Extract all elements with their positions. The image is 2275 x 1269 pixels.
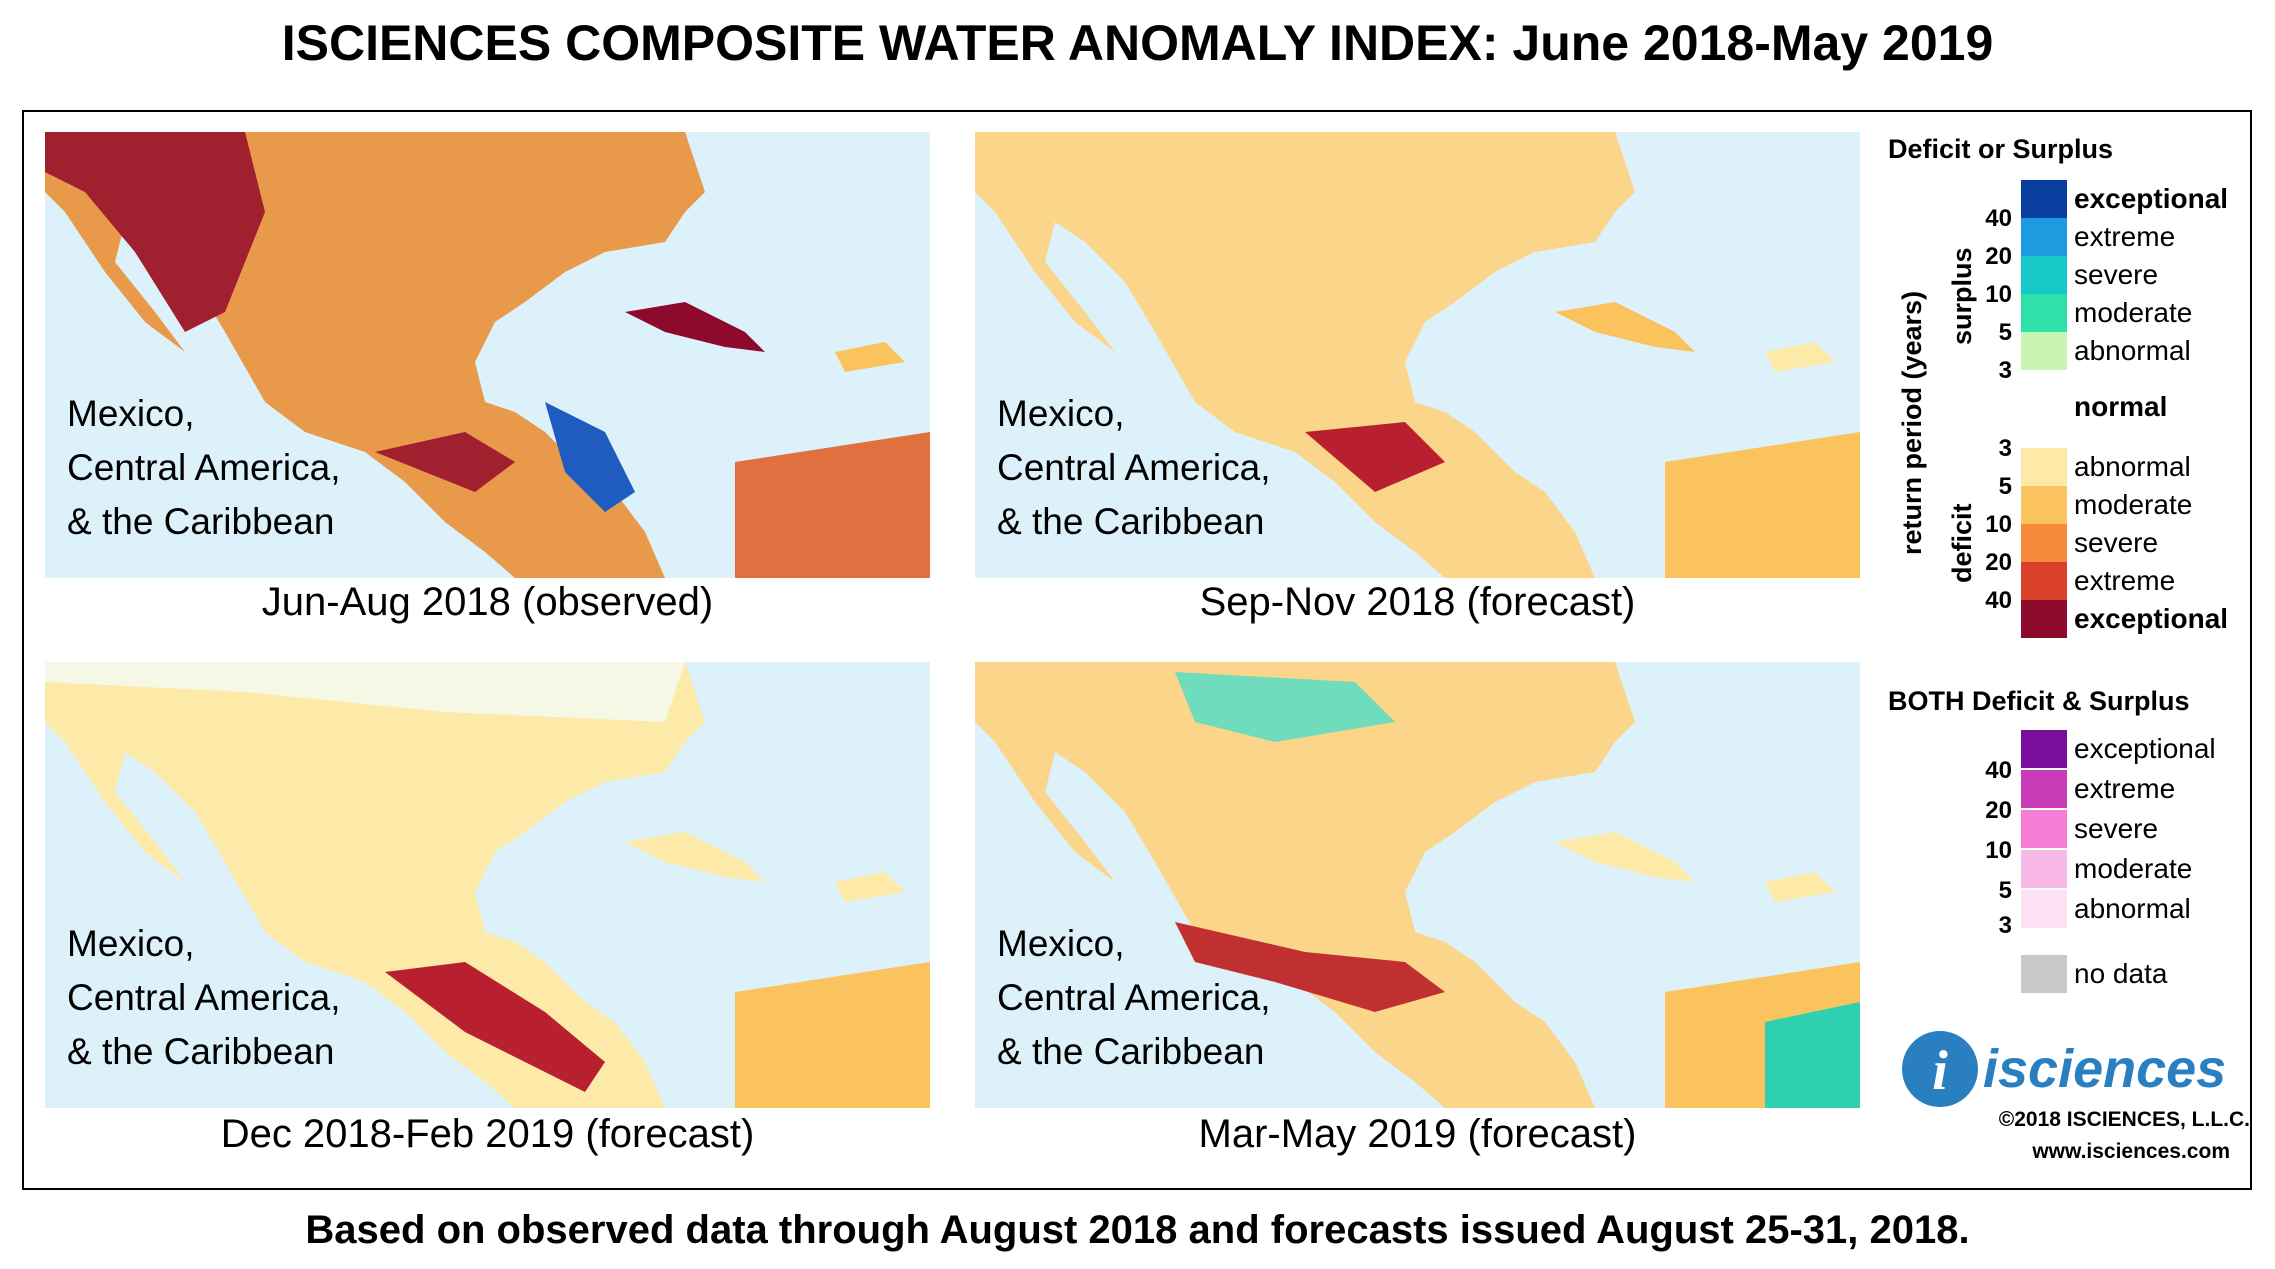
legend-label-normal: normal <box>2074 391 2168 422</box>
legend-num: 10 <box>1985 837 2012 864</box>
legend-num: 20 <box>1985 549 2012 576</box>
legend-swatch-both-abnormal <box>2021 890 2067 928</box>
legend-num: 5 <box>1998 877 2012 904</box>
legend-num: 5 <box>1998 319 2012 346</box>
legend-num: 20 <box>1985 797 2012 824</box>
map-land-sep-nov <box>975 132 1860 578</box>
region-line-3: & the Caribbean <box>67 501 335 542</box>
legend-label-surplus-severe: severe <box>2074 259 2159 290</box>
legend-swatch-deficit-abnormal <box>2021 448 2067 486</box>
footer-note: Based on observed data through August 20… <box>305 1208 1970 1252</box>
legend-swatch-surplus-abnormal <box>2021 332 2067 370</box>
legend-num: 5 <box>1998 473 2012 500</box>
region-line-2: Central America, <box>67 447 341 488</box>
legend-num: 3 <box>1998 912 2012 939</box>
region-label: Mexico, Central America, & the Caribbean <box>997 387 1271 549</box>
legend-label-both-abnormal: abnormal <box>2074 893 2191 924</box>
logo-wordmark: isciences <box>1983 1039 2226 1099</box>
panel-caption-1: Jun-Aug 2018 (observed) <box>261 580 714 624</box>
legend-label-both-exceptional: exceptional <box>2074 733 2216 764</box>
region-label: Mexico, Central America, & the Caribbean <box>67 387 341 549</box>
legend-label-surplus-extreme: extreme <box>2074 221 2176 252</box>
legend-num: 3 <box>1998 435 2012 462</box>
region-line-1: Mexico, <box>997 923 1125 964</box>
region-line-1: Mexico, <box>997 393 1125 434</box>
legend-swatch-deficit-moderate <box>2021 486 2067 524</box>
logo-mark: i isciences <box>1902 1031 2226 1107</box>
legend-swatch-both-extreme <box>2021 770 2067 808</box>
panel-caption-3: Dec 2018-Feb 2019 (forecast) <box>220 1112 755 1156</box>
legend-num: 40 <box>1985 757 2012 784</box>
region-line-2: Central America, <box>67 977 341 1018</box>
legend-label-deficit-severe: severe <box>2074 527 2159 558</box>
legend-swatch-surplus-moderate <box>2021 294 2067 332</box>
region-line-3: & the Caribbean <box>997 501 1265 542</box>
legend-num: 3 <box>1998 357 2012 384</box>
map-panel-sep-nov-2018: Mexico, Central America, & the Caribbean <box>975 132 1860 578</box>
map-land-dec-feb <box>45 662 930 1108</box>
copyright: ©2018 ISCIENCES, L.L.C. <box>1998 1108 2250 1131</box>
region-line-3: & the Caribbean <box>997 1031 1265 1072</box>
legend-both-title: BOTH Deficit & Surplus <box>1888 686 2190 716</box>
legend-swatch-deficit-severe <box>2021 524 2067 562</box>
legend-label-both-moderate: moderate <box>2074 853 2193 884</box>
legend-swatch-both-severe <box>2021 810 2067 848</box>
map-land-mar-may <box>975 662 1860 1108</box>
legend-label-surplus-exceptional: exceptional <box>2074 183 2229 214</box>
legend-num: 40 <box>1985 205 2012 232</box>
legend-num: 20 <box>1985 243 2012 270</box>
map-panel-jun-aug-2018: Mexico, Central America, & the Caribbean <box>45 132 930 578</box>
legend-label-both-severe: severe <box>2074 813 2159 844</box>
legend-label-surplus-moderate: moderate <box>2074 297 2193 328</box>
region-line-3: & the Caribbean <box>67 1031 335 1072</box>
legend-label-deficit-moderate: moderate <box>2074 489 2193 520</box>
legend-swatch-normal <box>2021 370 2067 448</box>
legend-swatch-both-exceptional <box>2021 730 2067 768</box>
region-line-2: Central America, <box>997 977 1271 1018</box>
region-line-1: Mexico, <box>67 923 195 964</box>
isciences-logo: i isciences <box>1898 1025 2248 1115</box>
legend-label-surplus-abnormal: abnormal <box>2074 335 2191 366</box>
legend-label-deficit-exceptional: exceptional <box>2074 603 2229 634</box>
legend-swatch-both-moderate <box>2021 850 2067 888</box>
legend-swatch-deficit-exceptional <box>2021 600 2067 638</box>
legend-label-deficit-abnormal: abnormal <box>2074 451 2191 482</box>
legend-swatch-surplus-severe <box>2021 256 2067 294</box>
map-panel-mar-may-2019: Mexico, Central America, & the Caribbean <box>975 662 1860 1108</box>
svg-text:i: i <box>1932 1040 1948 1102</box>
legend-swatch-surplus-exceptional <box>2021 180 2067 218</box>
panel-caption-4: Mar-May 2019 (forecast) <box>1198 1112 1637 1156</box>
map-title: ISCIENCES COMPOSITE WATER ANOMALY INDEX:… <box>281 15 1994 71</box>
panel-caption-2: Sep-Nov 2018 (forecast) <box>1199 580 1636 624</box>
figure-frame <box>22 110 2252 1190</box>
legend-label-no-data: no data <box>2074 958 2168 989</box>
legend-swatch-deficit-extreme <box>2021 562 2067 600</box>
legend-label-both-extreme: extreme <box>2074 773 2176 804</box>
legend-axis-label: return period (years) <box>1897 290 1927 555</box>
legend-label-deficit-extreme: extreme <box>2074 565 2176 596</box>
map-land-jun-aug <box>45 132 930 578</box>
legend-num: 40 <box>1985 587 2012 614</box>
region-line-2: Central America, <box>997 447 1271 488</box>
legend-num: 10 <box>1985 511 2012 538</box>
website: www.isciences.com <box>2032 1140 2230 1163</box>
legend-title: Deficit or Surplus <box>1888 134 2114 164</box>
region-line-1: Mexico, <box>67 393 195 434</box>
map-panel-dec-feb-2019: Mexico, Central America, & the Caribbean <box>45 662 930 1108</box>
legend-num: 10 <box>1985 281 2012 308</box>
legend-swatch-surplus-extreme <box>2021 218 2067 256</box>
legend-swatch-no-data <box>2021 955 2067 993</box>
region-label: Mexico, Central America, & the Caribbean <box>67 917 341 1079</box>
region-label: Mexico, Central America, & the Caribbean <box>997 917 1271 1079</box>
